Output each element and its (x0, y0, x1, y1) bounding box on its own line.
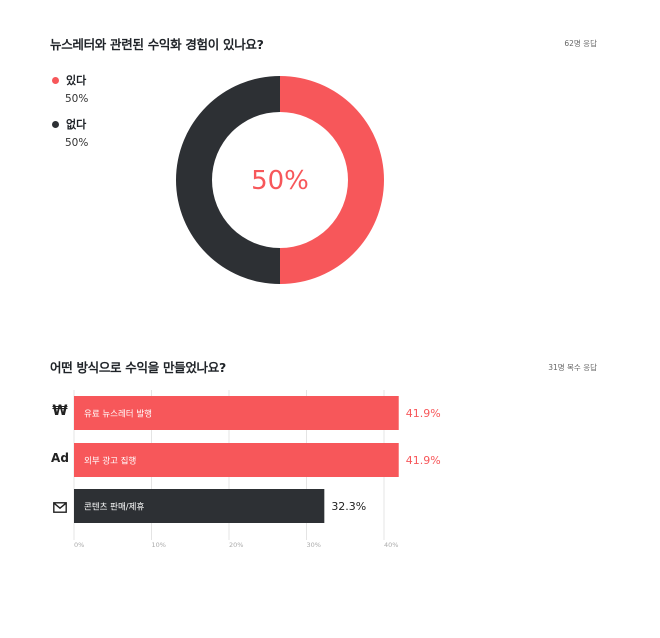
legend-item-no: 없다 50% (52, 116, 88, 149)
survey2-title: 어떤 방식으로 수익을 만들었나요? (50, 360, 226, 375)
x-tick-label: 20% (229, 541, 243, 549)
legend-item-yes: 있다 50% (52, 72, 88, 105)
bar-value-label: 41.9% (406, 454, 441, 467)
legend-pct-yes: 50% (65, 93, 89, 105)
donut-legend: 있다 50% 없다 50% (52, 72, 88, 160)
bar-category-label: 유료 뉴스레터 발행 (84, 409, 152, 420)
donut-center-label: 50% (251, 166, 309, 196)
survey2-response-count: 31명 복수 응답 (548, 363, 597, 372)
mail-icon (50, 498, 70, 517)
bar-0 (74, 396, 399, 430)
legend-dot-yes (52, 76, 59, 84)
survey1-title: 뉴스레터와 관련된 수익화 경험이 있나요? (50, 37, 264, 52)
bar-category-label: 콘텐츠 판매/제휴 (84, 502, 144, 513)
x-tick-label: 30% (307, 541, 321, 549)
bar-value-label: 32.3% (331, 500, 366, 513)
bar-category-label: 외부 광고 집행 (84, 456, 136, 467)
donut-chart: 50% (176, 76, 384, 284)
x-tick-label: 10% (152, 541, 166, 549)
legend-label-no: 없다 (66, 118, 87, 131)
survey1-response-count: 62명 응답 (564, 39, 597, 48)
donut-slice-yes (280, 76, 384, 284)
bar-2 (74, 489, 325, 523)
donut-slice-no (176, 76, 280, 284)
bar-1 (74, 443, 399, 477)
won-icon: ₩ (52, 403, 68, 419)
bar-value-label: 41.9% (406, 407, 441, 420)
x-tick-label: 0% (74, 541, 84, 549)
legend-pct-no: 50% (65, 137, 89, 149)
bar-chart: 유료 뉴스레터 발행 41.9% 외부 광고 집행 41.9% 콘텐츠 판매/제휴 32.… (73, 390, 441, 549)
ad-icon: Ad (51, 451, 69, 465)
legend-label-yes: 있다 (66, 74, 87, 87)
x-tick-label: 40% (384, 541, 398, 549)
legend-dot-no (52, 120, 59, 128)
